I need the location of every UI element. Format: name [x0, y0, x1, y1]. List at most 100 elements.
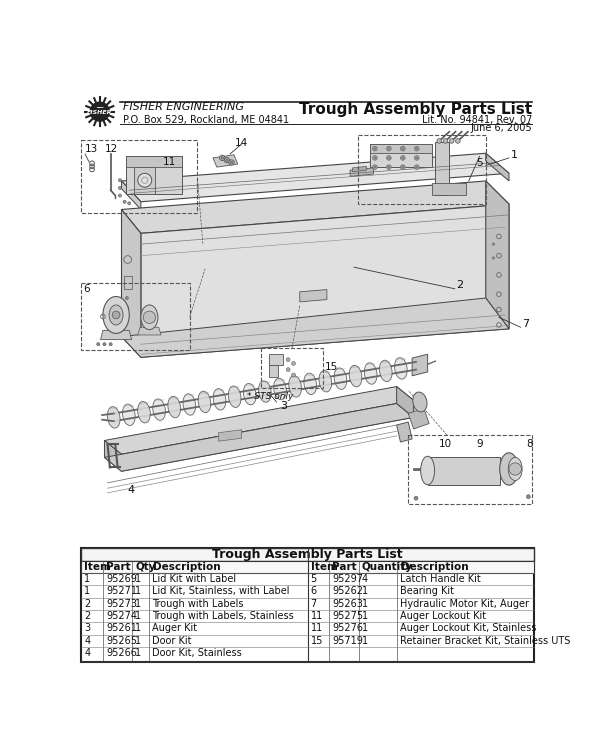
- Text: Door Kit: Door Kit: [152, 635, 192, 646]
- Ellipse shape: [109, 305, 123, 325]
- Text: 14: 14: [235, 138, 248, 148]
- Circle shape: [493, 257, 494, 259]
- Circle shape: [97, 342, 100, 345]
- Text: 4: 4: [128, 485, 135, 495]
- Polygon shape: [126, 155, 182, 167]
- Text: 1: 1: [136, 648, 142, 658]
- Circle shape: [292, 373, 295, 377]
- Text: 8: 8: [526, 439, 533, 449]
- Text: 1: 1: [136, 611, 142, 621]
- Circle shape: [388, 166, 390, 168]
- Text: 5: 5: [311, 574, 317, 584]
- Text: 1: 1: [136, 635, 142, 646]
- Polygon shape: [486, 181, 509, 329]
- Text: 11: 11: [163, 157, 176, 167]
- Polygon shape: [370, 144, 431, 153]
- Text: 15: 15: [325, 362, 338, 372]
- Text: ━━━: ━━━: [96, 106, 104, 110]
- Ellipse shape: [168, 397, 181, 418]
- Polygon shape: [81, 548, 534, 662]
- Circle shape: [526, 495, 530, 499]
- Circle shape: [230, 161, 233, 164]
- Circle shape: [91, 102, 109, 121]
- Text: 1: 1: [511, 149, 518, 160]
- Text: 3: 3: [84, 623, 91, 633]
- Circle shape: [109, 342, 112, 345]
- Text: Lid Kit, Stainless, with Label: Lid Kit, Stainless, with Label: [152, 587, 290, 596]
- Ellipse shape: [141, 305, 158, 330]
- Circle shape: [443, 139, 448, 143]
- Ellipse shape: [289, 376, 301, 397]
- Ellipse shape: [198, 391, 211, 412]
- Ellipse shape: [319, 370, 332, 392]
- Text: Trough with Labels, Stainless: Trough with Labels, Stainless: [152, 611, 294, 621]
- Text: 1: 1: [362, 611, 368, 621]
- Polygon shape: [370, 144, 431, 167]
- Circle shape: [388, 157, 390, 158]
- Polygon shape: [428, 457, 500, 485]
- Text: 95263: 95263: [332, 599, 363, 609]
- Text: 7: 7: [522, 319, 529, 329]
- Polygon shape: [300, 290, 327, 302]
- Text: 95275: 95275: [332, 611, 364, 621]
- Text: 95297: 95297: [332, 574, 364, 584]
- Text: 95276: 95276: [332, 623, 364, 633]
- Text: Item: Item: [311, 562, 337, 572]
- Polygon shape: [121, 298, 509, 357]
- Text: 9: 9: [476, 439, 483, 449]
- Polygon shape: [126, 155, 182, 194]
- Circle shape: [286, 357, 290, 361]
- Circle shape: [437, 139, 442, 143]
- Circle shape: [125, 306, 128, 309]
- Text: Latch Handle Kit: Latch Handle Kit: [401, 574, 481, 584]
- Polygon shape: [431, 183, 466, 195]
- Circle shape: [226, 159, 228, 161]
- Circle shape: [125, 297, 128, 300]
- Text: Auger Kit: Auger Kit: [152, 623, 197, 633]
- Ellipse shape: [229, 386, 241, 408]
- Text: 11: 11: [311, 611, 323, 621]
- Text: 10: 10: [439, 439, 452, 449]
- Text: 95262: 95262: [332, 587, 364, 596]
- Text: 1: 1: [362, 623, 368, 633]
- Ellipse shape: [349, 366, 362, 387]
- Circle shape: [449, 139, 454, 143]
- Circle shape: [374, 157, 376, 158]
- Text: 1: 1: [362, 599, 368, 609]
- Circle shape: [374, 166, 376, 168]
- Text: 11: 11: [311, 623, 323, 633]
- Circle shape: [416, 148, 418, 149]
- Polygon shape: [412, 354, 428, 376]
- Ellipse shape: [274, 379, 286, 400]
- Circle shape: [220, 155, 225, 161]
- Polygon shape: [269, 365, 278, 377]
- Text: Item: Item: [84, 562, 111, 572]
- Text: 2: 2: [84, 599, 91, 609]
- Circle shape: [386, 164, 391, 170]
- Text: 1: 1: [136, 599, 142, 609]
- Circle shape: [493, 243, 494, 246]
- Text: Hydraulic Motor Kit, Auger: Hydraulic Motor Kit, Auger: [401, 599, 530, 609]
- Text: * STS only: * STS only: [247, 392, 293, 401]
- Ellipse shape: [413, 392, 427, 412]
- Text: Bearing Kit: Bearing Kit: [401, 587, 455, 596]
- Text: FISHER ENGINEERING: FISHER ENGINEERING: [123, 102, 244, 113]
- Text: 1: 1: [84, 587, 91, 596]
- Polygon shape: [121, 210, 141, 357]
- Circle shape: [112, 311, 120, 319]
- Circle shape: [118, 186, 121, 189]
- Text: Retainer Bracket Kit, Stainless UTS: Retainer Bracket Kit, Stainless UTS: [401, 635, 571, 646]
- Text: Part: Part: [332, 562, 357, 572]
- Ellipse shape: [183, 394, 196, 415]
- Polygon shape: [269, 354, 283, 365]
- Polygon shape: [121, 181, 141, 210]
- Circle shape: [138, 173, 152, 187]
- Text: P.O. Box 529, Rockland, ME 04841: P.O. Box 529, Rockland, ME 04841: [123, 115, 289, 125]
- Text: 2: 2: [84, 611, 91, 621]
- Circle shape: [415, 146, 419, 151]
- Text: 13: 13: [85, 144, 98, 154]
- Text: 95719: 95719: [332, 635, 363, 646]
- Text: Qty: Qty: [136, 562, 156, 572]
- Circle shape: [416, 166, 418, 168]
- Circle shape: [229, 160, 234, 165]
